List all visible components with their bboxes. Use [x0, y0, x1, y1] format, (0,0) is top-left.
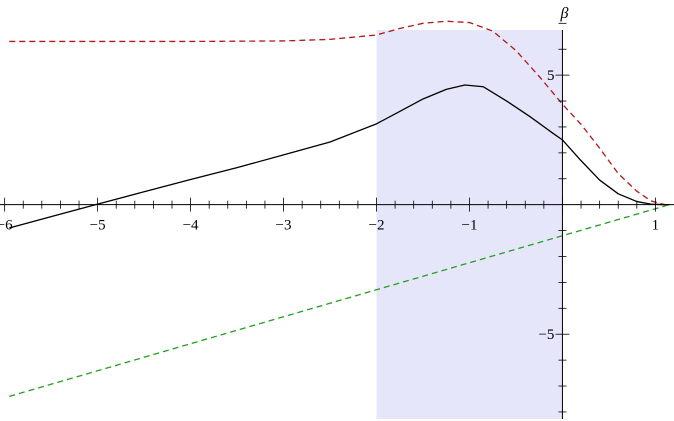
x-tick-label: −6 [0, 218, 13, 234]
y-tick-label: −5 [538, 327, 554, 343]
series-line-1 [9, 84, 670, 229]
y-tick-label: 5 [547, 68, 555, 84]
axis-tick-labels: −6 −5 −4 −3 −2 −1 1 −5 5 [0, 68, 659, 343]
series-lines [9, 20, 670, 398]
x-tick-label: −3 [276, 218, 292, 234]
y-axis-label: β [559, 5, 568, 22]
series-line-2 [9, 20, 670, 206]
axis-ticks [4, 22, 656, 413]
x-tick-label: −5 [90, 218, 106, 234]
x-tick-label: −1 [461, 218, 477, 234]
series-line-3 [9, 204, 670, 398]
x-tick-label: −2 [369, 218, 385, 234]
x-tick-label: −4 [183, 218, 199, 234]
shaded-region [376, 30, 563, 419]
x-tick-label: 1 [652, 218, 660, 234]
